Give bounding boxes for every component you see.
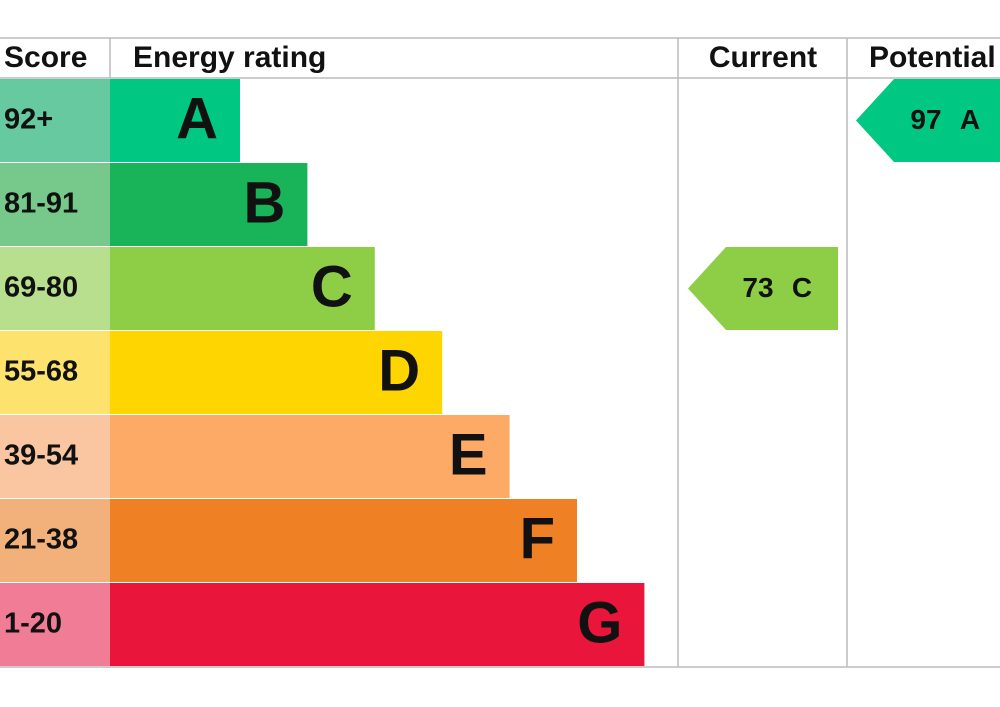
current-letter: C	[792, 272, 812, 303]
potential-letter: A	[960, 104, 980, 135]
rating-letter: G	[577, 590, 622, 655]
score-label: 1-20	[4, 608, 62, 640]
frame	[0, 37, 1000, 668]
score-label: 92+	[4, 104, 53, 136]
header-energy-rating: Energy rating	[133, 41, 326, 74]
current-value: 73	[742, 272, 773, 303]
rating-letter: E	[449, 422, 488, 487]
potential-value: 97	[910, 104, 941, 135]
rating-bar	[110, 79, 240, 162]
rating-bar	[110, 583, 645, 666]
rating-bar	[110, 331, 443, 414]
score-cell	[0, 583, 110, 666]
current-arrow	[688, 247, 838, 330]
rating-bar	[110, 247, 375, 330]
rating-bar	[110, 163, 308, 246]
header-current: Current	[709, 41, 817, 74]
score-cell	[0, 79, 110, 162]
rating-letter: A	[176, 86, 218, 151]
rating-letter: C	[311, 254, 353, 319]
score-cell	[0, 163, 110, 246]
score-label: 55-68	[4, 356, 78, 388]
score-cell	[0, 415, 110, 498]
score-label: 81-91	[4, 188, 78, 220]
rating-bar	[110, 415, 510, 498]
score-label: 69-80	[4, 272, 78, 304]
rating-letter: F	[520, 506, 555, 571]
score-cell	[0, 499, 110, 582]
score-label: 39-54	[4, 440, 78, 472]
score-label: 21-38	[4, 524, 78, 556]
rating-letter: B	[244, 170, 286, 235]
rating-bar	[110, 499, 577, 582]
score-cell	[0, 247, 110, 330]
rating-letter: D	[378, 338, 420, 403]
header-potential: Potential	[869, 41, 996, 74]
header-score: Score	[4, 41, 87, 74]
score-cell	[0, 331, 110, 414]
potential-arrow	[856, 79, 1000, 162]
